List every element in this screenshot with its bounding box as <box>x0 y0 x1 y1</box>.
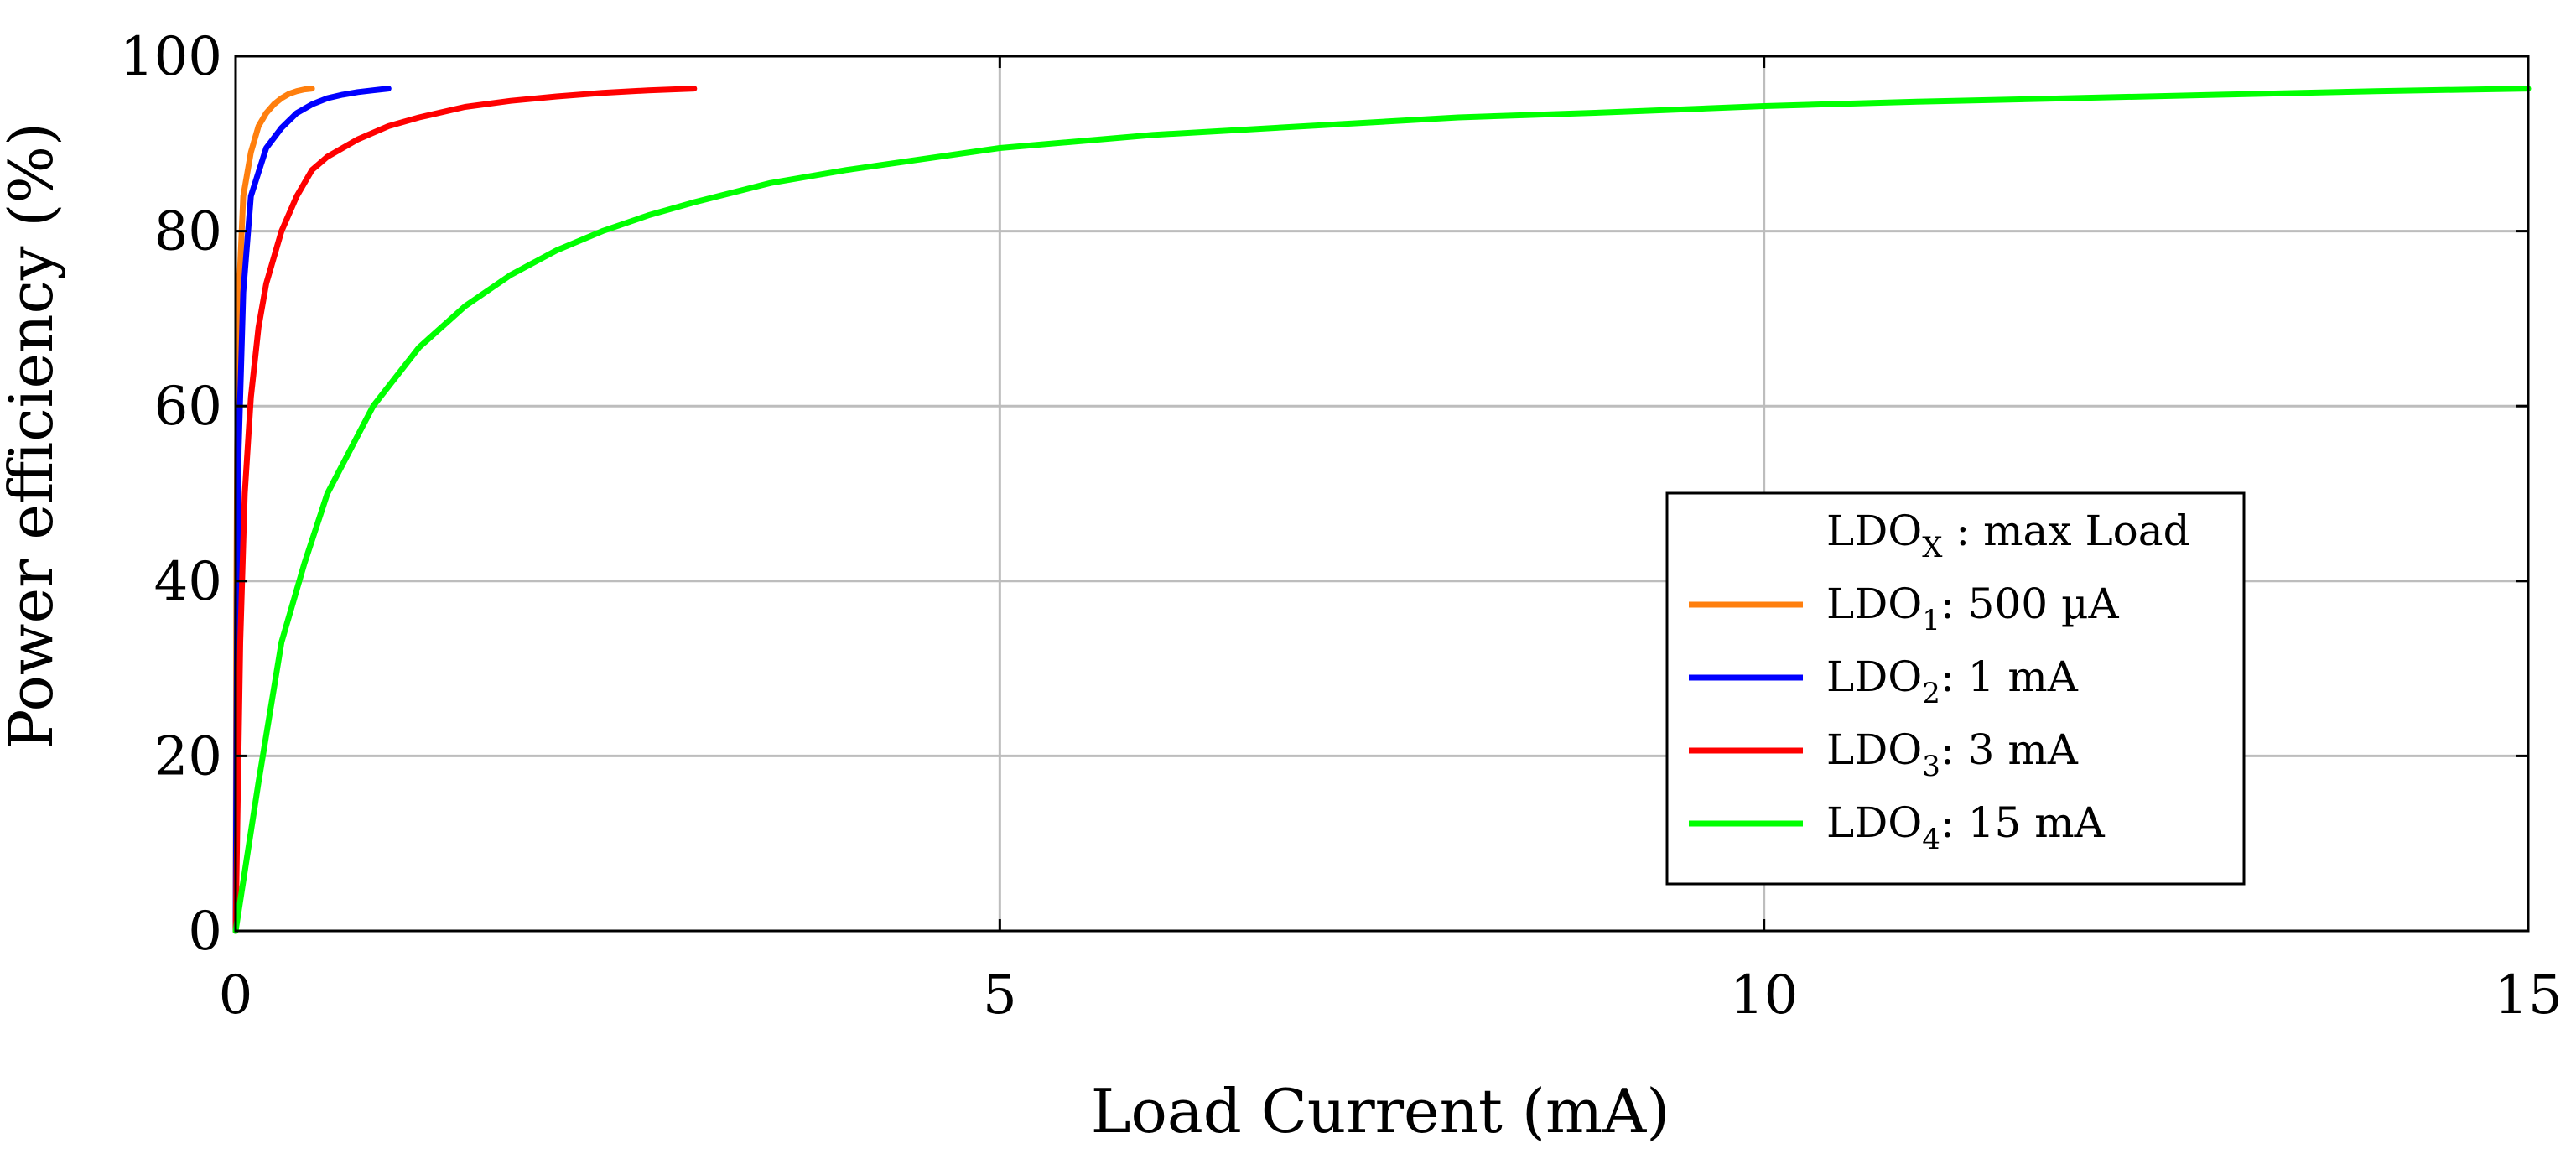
y-tick-label: 100 <box>120 26 222 88</box>
x-tick-label: 0 <box>219 964 253 1026</box>
y-tick-label: 80 <box>154 201 222 263</box>
x-axis-ticks: 0 5 10 15 <box>219 56 2563 1026</box>
x-tick-label: 15 <box>2494 964 2562 1026</box>
y-tick-label: 20 <box>154 725 222 787</box>
y-axis-ticks: 0 20 40 60 80 100 <box>120 26 2528 963</box>
x-tick-label: 10 <box>1730 964 1798 1026</box>
series-line-2 <box>232 86 392 934</box>
series-line-3 <box>232 86 698 934</box>
legend-label-2: LDO2: 1 mA <box>1826 652 2079 710</box>
plot-frame <box>234 55 2530 933</box>
y-tick-label: 60 <box>154 376 222 438</box>
x-tick-label: 5 <box>983 964 1017 1026</box>
legend-label-4: LDO4: 15 mA <box>1826 798 2106 856</box>
legend-label-3: LDO3: 3 mA <box>1826 725 2079 783</box>
x-axis-label: Load Current (mA) <box>1091 1076 1670 1146</box>
y-tick-label: 0 <box>188 901 222 963</box>
legend-box <box>1665 491 2246 886</box>
y-tick-label: 40 <box>154 551 222 613</box>
legend-header: LDOX : max Load <box>1826 507 2190 564</box>
legend-label-1: LDO1: 500 µA <box>1826 580 2120 637</box>
series-line-4 <box>232 86 2532 934</box>
series-lines <box>232 86 2532 934</box>
legend: LDOX : max Load LDO1: 500 µA LDO2: 1 mA LDO… <box>1665 491 2246 886</box>
y-axis-label: Power efficiency (%) <box>0 122 66 750</box>
